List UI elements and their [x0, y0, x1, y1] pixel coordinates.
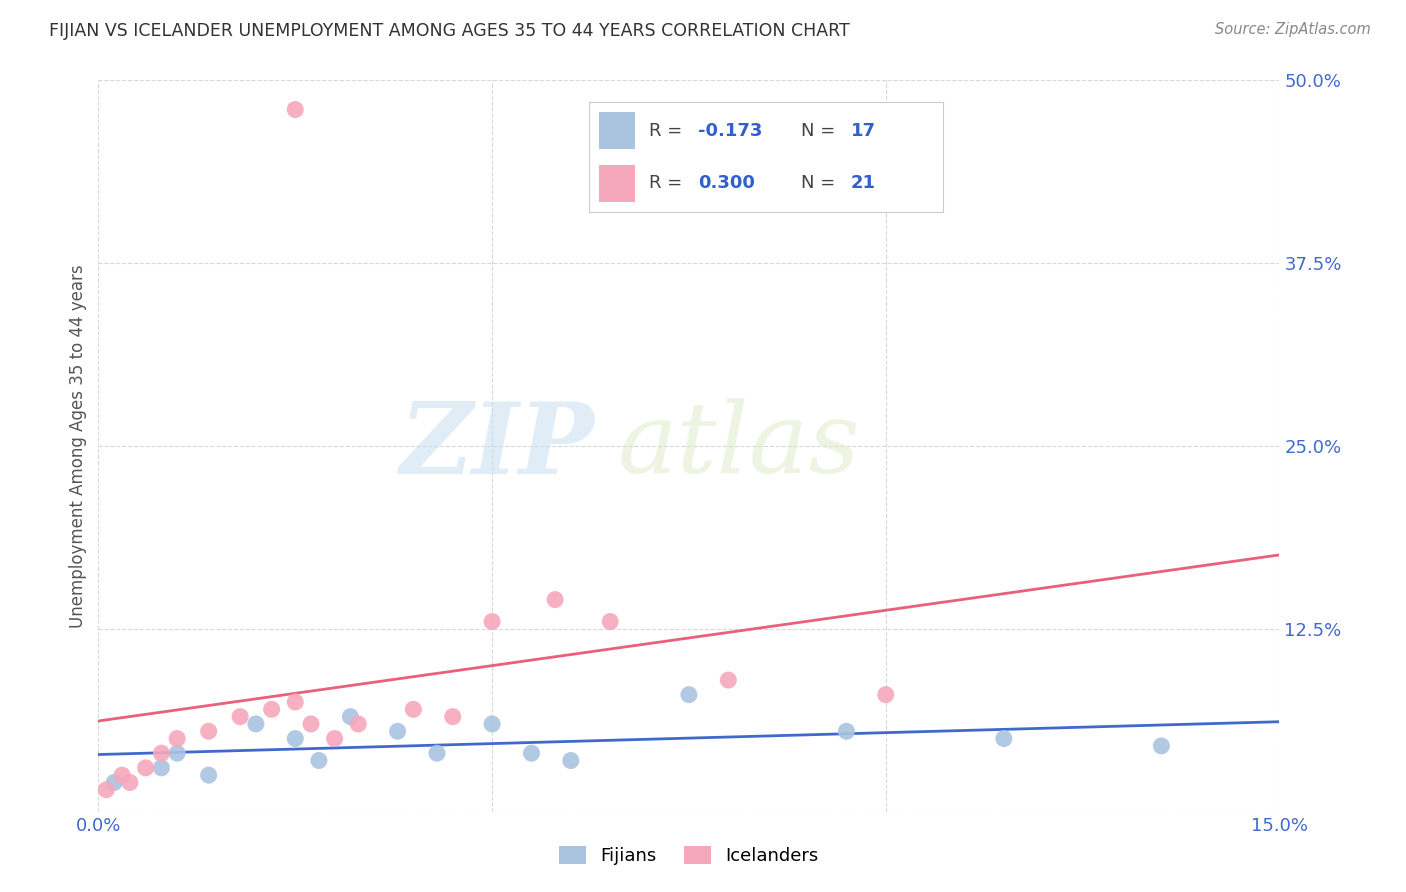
Point [299, 717, 322, 731]
Point [111, 768, 134, 782]
Y-axis label: Unemployment Among Ages 35 to 44 years: Unemployment Among Ages 35 to 44 years [69, 264, 87, 628]
Point [150, 761, 173, 775]
Point [1150, 739, 1173, 753]
Text: atlas: atlas [619, 399, 860, 493]
FancyBboxPatch shape [599, 112, 634, 149]
Point [260, 702, 283, 716]
Text: N =: N = [801, 175, 841, 193]
Point [150, 746, 173, 760]
Point [544, 592, 567, 607]
Point [339, 709, 361, 723]
Point [118, 775, 141, 789]
Legend: Fijians, Icelanders: Fijians, Icelanders [553, 838, 825, 872]
Text: Source: ZipAtlas.com: Source: ZipAtlas.com [1215, 22, 1371, 37]
Point [284, 695, 307, 709]
Text: ZIP: ZIP [399, 398, 595, 494]
Text: 17: 17 [851, 121, 876, 140]
Point [481, 615, 503, 629]
Point [835, 724, 858, 739]
Text: 21: 21 [851, 175, 876, 193]
Point [560, 754, 582, 768]
Point [387, 724, 409, 739]
Point [135, 761, 157, 775]
Point [347, 717, 370, 731]
Point [308, 754, 330, 768]
Point [166, 746, 188, 760]
Point [426, 746, 449, 760]
Text: -0.173: -0.173 [699, 121, 763, 140]
Text: FIJIAN VS ICELANDER UNEMPLOYMENT AMONG AGES 35 TO 44 YEARS CORRELATION CHART: FIJIAN VS ICELANDER UNEMPLOYMENT AMONG A… [49, 22, 851, 40]
Point [993, 731, 1015, 746]
Point [717, 673, 740, 687]
Text: R =: R = [648, 175, 688, 193]
Point [284, 731, 307, 746]
Point [166, 731, 188, 746]
Point [245, 717, 267, 731]
Point [197, 724, 219, 739]
Point [402, 702, 425, 716]
Point [520, 746, 543, 760]
Point [284, 103, 307, 117]
Text: 0.300: 0.300 [699, 175, 755, 193]
Point [229, 709, 252, 723]
Point [599, 615, 621, 629]
Text: R =: R = [648, 121, 688, 140]
Text: N =: N = [801, 121, 841, 140]
Point [441, 709, 464, 723]
Point [197, 768, 219, 782]
Point [481, 717, 503, 731]
Point [96, 782, 118, 797]
Point [678, 688, 700, 702]
FancyBboxPatch shape [599, 165, 634, 202]
Point [323, 731, 346, 746]
Point [875, 688, 897, 702]
Point [103, 775, 125, 789]
